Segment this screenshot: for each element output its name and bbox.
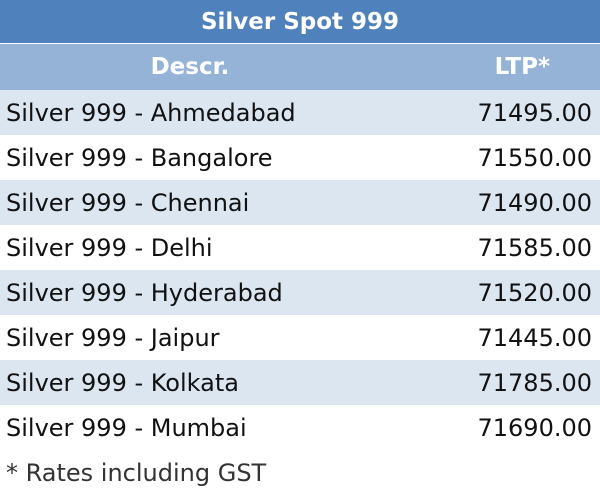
cell-descr: Silver 999 - Ahmedabad: [6, 98, 296, 127]
cell-ltp: 71690.00: [477, 413, 592, 442]
footnote: * Rates including GST: [6, 458, 267, 487]
cell-descr: Silver 999 - Bangalore: [6, 143, 273, 172]
table-row: Silver 999 - Hyderabad 71520.00: [0, 270, 600, 315]
cell-ltp: 71785.00: [477, 368, 592, 397]
table-row: Silver 999 - Chennai 71490.00: [0, 180, 600, 225]
table-row: Silver 999 - Mumbai 71690.00: [0, 405, 600, 450]
cell-ltp: 71495.00: [477, 98, 592, 127]
column-header: LTP*: [494, 54, 550, 80]
table-row: Silver 999 - Ahmedabad 71495.00: [0, 90, 600, 135]
cell-descr: Silver 999 - Chennai: [6, 188, 250, 217]
table-body: Silver 999 - Ahmedabad 71495.00 Silver 999…: [0, 90, 600, 450]
table-row: Silver 999 - Delhi 71585.00: [0, 225, 600, 270]
cell-descr: Silver 999 - Kolkata: [6, 368, 239, 397]
column-header: Descr.: [150, 54, 230, 80]
cell-ltp: 71490.00: [477, 188, 592, 217]
header-row: Descr. LTP*: [0, 44, 600, 90]
table-row: Silver 999 - Jaipur 71445.00: [0, 315, 600, 360]
cell-ltp: 71445.00: [477, 323, 592, 352]
cell-descr: Silver 999 - Hyderabad: [6, 278, 283, 307]
cell-ltp: 71520.00: [477, 278, 592, 307]
table-row: Silver 999 - Kolkata 71785.00: [0, 360, 600, 405]
table-title: Silver Spot 999: [0, 0, 600, 44]
cell-descr: Silver 999 - Jaipur: [6, 323, 220, 352]
cell-descr: Silver 999 - Mumbai: [6, 413, 247, 442]
cell-ltp: 71550.00: [477, 143, 592, 172]
cell-descr: Silver 999 - Delhi: [6, 233, 213, 262]
cell-ltp: 71585.00: [477, 233, 592, 262]
table-row: Silver 999 - Bangalore 71550.00: [0, 135, 600, 180]
